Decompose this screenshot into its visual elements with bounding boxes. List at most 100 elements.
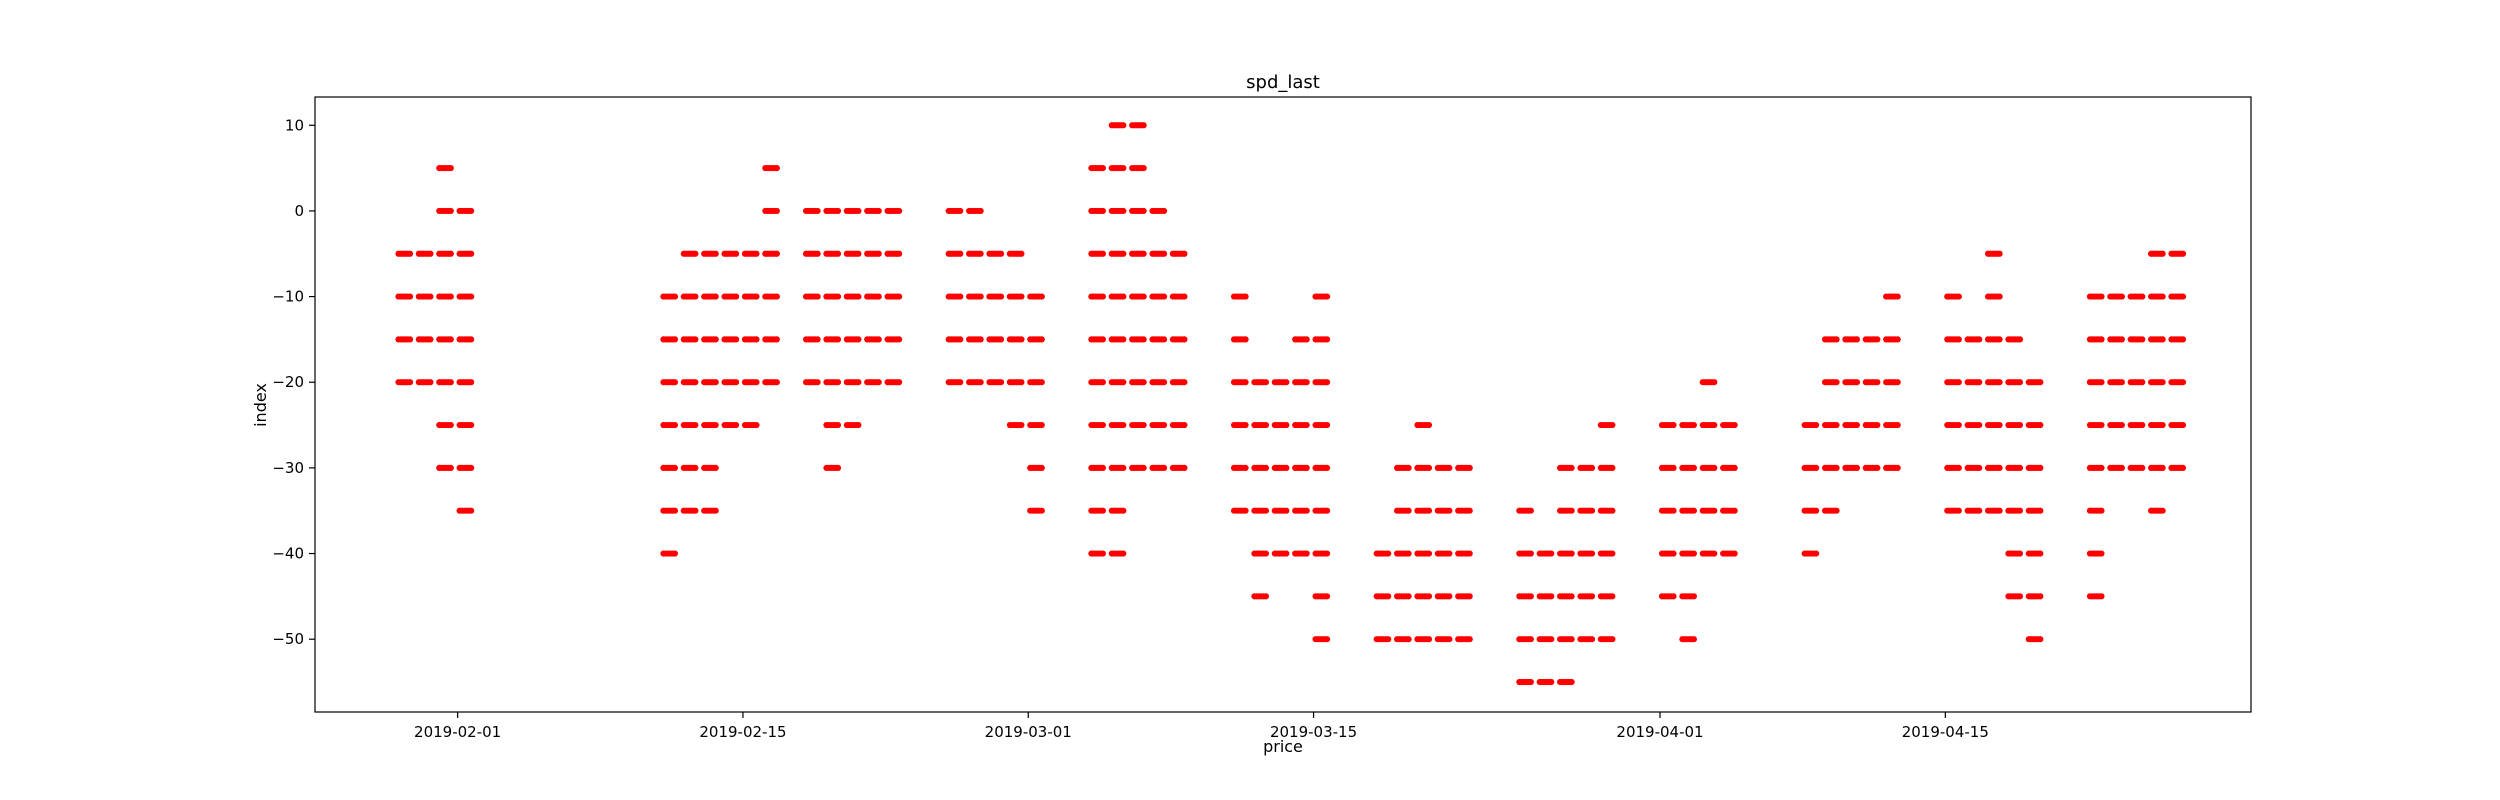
data-point xyxy=(753,421,760,429)
data-point xyxy=(1446,636,1453,643)
data-point xyxy=(1038,336,1045,343)
data-point xyxy=(855,293,862,300)
data-point xyxy=(875,336,882,343)
data-point xyxy=(1099,164,1106,172)
data-point xyxy=(1140,207,1147,215)
data-point xyxy=(1181,293,1188,300)
data-point xyxy=(2016,379,2024,386)
data-point xyxy=(1813,421,1820,429)
data-point xyxy=(1568,636,1575,643)
data-point xyxy=(1140,379,1147,386)
data-point xyxy=(1140,464,1147,471)
data-point xyxy=(977,207,984,215)
data-point xyxy=(1181,250,1188,257)
data-point xyxy=(1283,507,1290,514)
data-point xyxy=(1609,550,1616,557)
data-point xyxy=(1955,464,1962,471)
data-point xyxy=(1425,593,1433,600)
data-point xyxy=(1099,379,1106,386)
data-point xyxy=(1120,464,1127,471)
data-point xyxy=(1099,207,1106,215)
data-point xyxy=(2159,250,2166,257)
data-point xyxy=(692,250,699,257)
data-point xyxy=(692,336,699,343)
data-point xyxy=(1323,379,1331,386)
data-point xyxy=(1609,421,1616,429)
data-point xyxy=(834,207,842,215)
y-tick-label: −50 xyxy=(272,630,304,648)
data-point xyxy=(671,507,679,514)
data-point xyxy=(1160,293,1168,300)
data-point xyxy=(1955,293,1962,300)
data-points xyxy=(395,122,2187,686)
data-point xyxy=(1405,507,1412,514)
data-point xyxy=(1568,464,1575,471)
data-point xyxy=(1160,207,1168,215)
data-point xyxy=(1160,336,1168,343)
data-point xyxy=(2118,421,2125,429)
data-point xyxy=(957,293,964,300)
data-point xyxy=(2159,507,2166,514)
data-point xyxy=(1038,507,1045,514)
data-point xyxy=(1425,421,1433,429)
data-point xyxy=(468,421,475,429)
data-point xyxy=(1181,421,1188,429)
data-point xyxy=(2139,379,2146,386)
data-point xyxy=(1894,336,1901,343)
data-point xyxy=(447,250,454,257)
data-point xyxy=(2139,293,2146,300)
data-point xyxy=(1609,636,1616,643)
data-point xyxy=(1711,507,1718,514)
data-point xyxy=(1018,293,1025,300)
data-point xyxy=(1425,636,1433,643)
data-point xyxy=(712,464,719,471)
data-point xyxy=(1303,507,1310,514)
data-point xyxy=(1609,464,1616,471)
y-tick-label: 10 xyxy=(285,116,304,134)
data-point xyxy=(2159,336,2166,343)
data-point xyxy=(2037,636,2044,643)
data-point xyxy=(1262,421,1270,429)
data-point xyxy=(1303,464,1310,471)
data-point xyxy=(1731,464,1738,471)
data-point xyxy=(2098,336,2105,343)
data-point xyxy=(732,421,740,429)
data-point xyxy=(1120,164,1127,172)
data-point xyxy=(834,421,842,429)
data-point xyxy=(1976,421,1983,429)
data-point xyxy=(1527,593,1534,600)
data-point xyxy=(427,379,434,386)
data-point xyxy=(1894,379,1901,386)
data-point xyxy=(1976,379,1983,386)
data-point xyxy=(875,250,882,257)
data-point xyxy=(1099,464,1106,471)
data-point xyxy=(997,379,1005,386)
data-point xyxy=(1955,507,1962,514)
data-point xyxy=(712,421,719,429)
data-point xyxy=(1303,336,1310,343)
data-point xyxy=(1568,678,1575,686)
data-point xyxy=(2098,550,2105,557)
data-point xyxy=(1894,421,1901,429)
data-point xyxy=(1996,464,2003,471)
data-point xyxy=(1446,464,1453,471)
data-point xyxy=(447,164,454,172)
data-point xyxy=(468,464,475,471)
data-point xyxy=(753,336,760,343)
data-point xyxy=(671,293,679,300)
data-point xyxy=(468,207,475,215)
data-point xyxy=(2118,336,2125,343)
data-point xyxy=(2037,550,2044,557)
data-point xyxy=(468,293,475,300)
x-tick-label: 2019-02-01 xyxy=(414,723,501,741)
data-point xyxy=(1527,507,1534,514)
data-point xyxy=(1262,464,1270,471)
data-point xyxy=(1588,636,1596,643)
data-point xyxy=(1853,336,1861,343)
data-point xyxy=(1548,593,1555,600)
x-tick-label: 2019-03-01 xyxy=(985,723,1072,741)
data-point xyxy=(468,379,475,386)
data-point xyxy=(1405,636,1412,643)
data-point xyxy=(855,207,862,215)
